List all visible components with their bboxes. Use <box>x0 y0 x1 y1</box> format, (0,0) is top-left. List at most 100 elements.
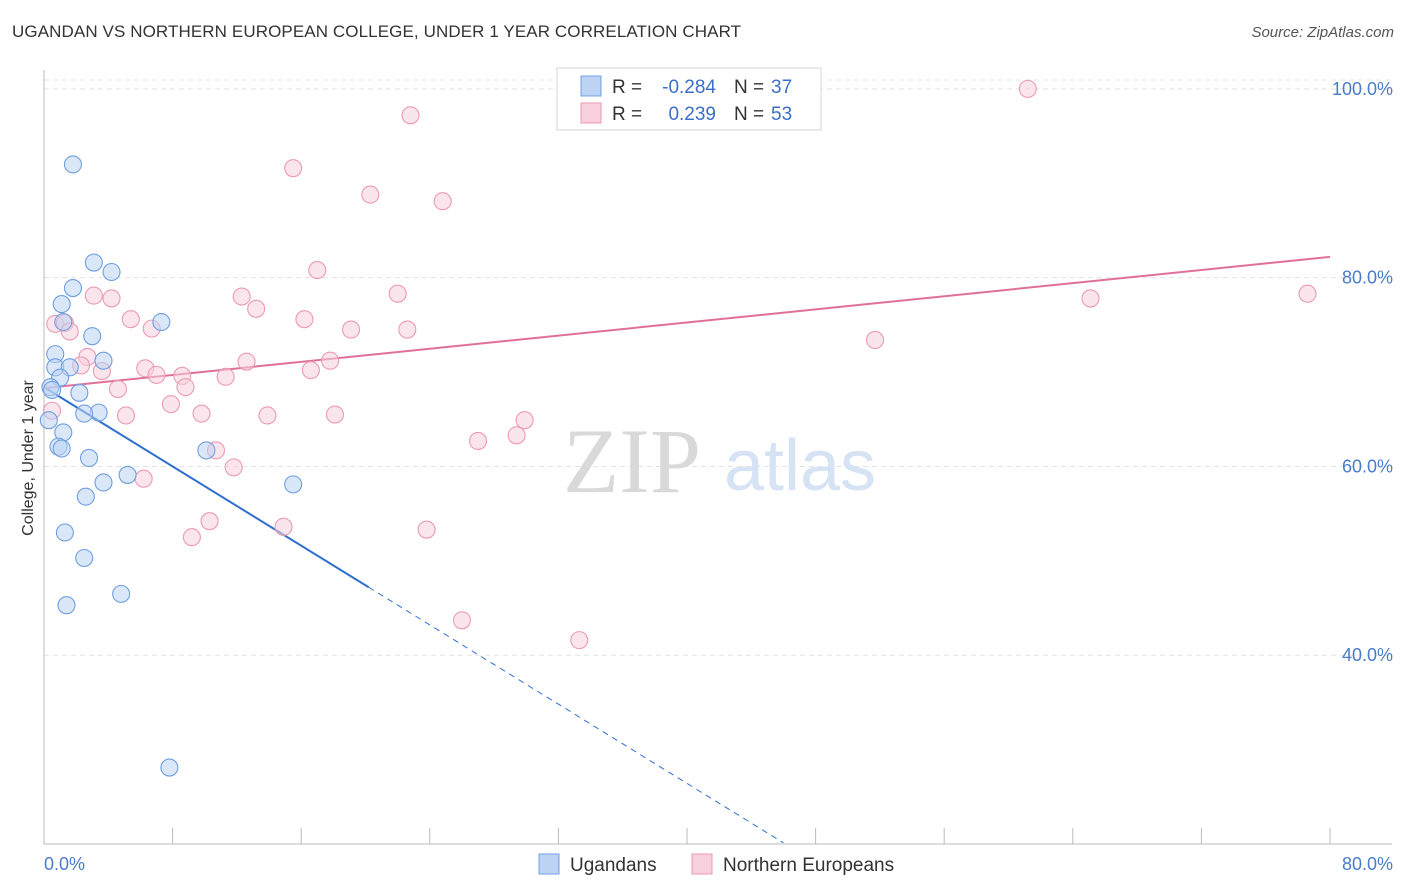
point-northern-europeans-40 <box>515 411 534 430</box>
point-northern-europeans-37 <box>116 406 136 425</box>
point-ugandans-22 <box>197 441 216 460</box>
point-northern-europeans-42 <box>468 431 488 451</box>
point-northern-europeans-45 <box>134 469 153 488</box>
point-northern-europeans-18 <box>341 320 361 339</box>
legend-n-label-1: N = <box>734 77 764 98</box>
point-northern-europeans-5 <box>308 261 327 280</box>
point-northern-europeans-12 <box>1298 284 1317 303</box>
point-northern-europeans-33 <box>108 379 127 399</box>
series-legend-swatch-ugandans <box>538 853 560 875</box>
point-ugandans-31 <box>57 596 76 615</box>
point-northern-europeans-10 <box>247 299 266 318</box>
legend-n-value-1: 37 <box>771 77 792 98</box>
point-ugandans-21 <box>52 439 71 458</box>
stats-legend: R = -0.284 N = 37 R = 0.239 N = 53 <box>556 67 822 131</box>
point-ugandans-23 <box>79 448 99 467</box>
point-ugandans-2 <box>102 262 121 282</box>
series-legend-label-ugandans: Ugandans <box>570 855 657 876</box>
series-legend: Ugandans Northern Europeans <box>538 853 894 876</box>
point-northern-europeans-2 <box>284 159 303 178</box>
point-northern-europeans-4 <box>433 192 452 211</box>
point-northern-europeans-29 <box>147 365 166 384</box>
point-northern-europeans-47 <box>274 517 293 536</box>
legend-r-value-1: -0.284 <box>662 77 716 98</box>
x-tick-label-left: 0.0% <box>44 854 85 874</box>
point-ugandans-15 <box>70 383 89 402</box>
point-ugandans-6 <box>54 312 73 332</box>
point-northern-europeans-23 <box>321 351 340 370</box>
series-legend-label-northern-europeans: Northern Europeans <box>723 855 894 876</box>
point-northern-europeans-32 <box>176 378 195 397</box>
watermark-atlas: atlas <box>724 426 876 506</box>
point-ugandans-30 <box>112 584 131 603</box>
point-ugandans-7 <box>83 327 102 346</box>
point-ugandans-27 <box>76 487 95 506</box>
legend-r-label-2: R = <box>612 104 642 125</box>
point-ugandans-32 <box>160 758 179 777</box>
point-ugandans-29 <box>75 548 94 568</box>
y-tick-label-1: 60.0% <box>1342 456 1393 476</box>
point-northern-europeans-50 <box>452 611 472 630</box>
point-northern-europeans-49 <box>182 528 201 547</box>
point-northern-europeans-8 <box>232 287 251 306</box>
axes <box>43 70 1392 845</box>
point-northern-europeans-9 <box>102 289 121 308</box>
chart-title: UGANDAN VS NORTHERN EUROPEAN COLLEGE, UN… <box>12 22 742 41</box>
point-ugandans-24 <box>118 465 137 484</box>
x-tick-labels: 0.0% 80.0% <box>44 854 1393 874</box>
point-northern-europeans-19 <box>398 320 417 339</box>
legend-n-value-2: 53 <box>771 104 792 125</box>
point-northern-europeans-34 <box>161 395 181 414</box>
y-tick-label-3: 100.0% <box>1332 79 1393 99</box>
point-ugandans-9 <box>94 351 113 370</box>
watermark-zip: ZIP <box>563 410 701 512</box>
point-northern-europeans-13 <box>121 310 140 329</box>
legend-r-value-2: 0.239 <box>668 104 716 125</box>
trend-line-northern-europeans <box>43 255 1331 390</box>
point-northern-europeans-21 <box>866 330 885 350</box>
series-legend-swatch-northern-europeans <box>691 853 713 875</box>
data-points <box>39 79 1317 777</box>
trend-lines <box>43 255 1331 844</box>
legend-r-label-1: R = <box>612 77 642 98</box>
point-northern-europeans-27 <box>301 361 320 380</box>
point-northern-europeans-11 <box>1081 289 1100 308</box>
point-ugandans-28 <box>55 523 74 542</box>
point-ugandans-17 <box>75 404 94 423</box>
point-ugandans-26 <box>284 475 303 494</box>
legend-swatch-northern-europeans <box>580 102 602 124</box>
chart-source: Source: ZipAtlas.com <box>1251 24 1394 41</box>
watermark: ZIP atlas <box>563 410 876 512</box>
point-northern-europeans-48 <box>417 520 436 539</box>
y-tick-labels: 40.0% 60.0% 80.0% 100.0% <box>1332 79 1393 665</box>
point-northern-europeans-38 <box>258 406 277 425</box>
legend-n-label-2: N = <box>734 104 764 125</box>
point-northern-europeans-41 <box>507 426 526 445</box>
trend-line-ugandans-extension <box>368 586 784 844</box>
y-tick-label-2: 80.0% <box>1342 268 1393 288</box>
y-tick-label-0: 40.0% <box>1342 645 1393 665</box>
point-ugandans-0 <box>63 155 82 174</box>
point-northern-europeans-3 <box>361 185 380 204</box>
point-northern-europeans-0 <box>1018 79 1037 98</box>
point-ugandans-18 <box>39 411 58 430</box>
point-northern-europeans-6 <box>388 284 407 303</box>
point-ugandans-14 <box>42 380 62 400</box>
point-northern-europeans-51 <box>570 631 589 650</box>
point-ugandans-1 <box>84 253 103 272</box>
point-ugandans-3 <box>63 278 82 298</box>
point-northern-europeans-31 <box>216 367 235 386</box>
legend-swatch-ugandans <box>580 75 602 97</box>
point-northern-europeans-24 <box>237 352 256 371</box>
y-axis-label: College, Under 1 year <box>20 380 37 536</box>
point-northern-europeans-1 <box>401 106 420 125</box>
point-northern-europeans-7 <box>84 286 103 305</box>
point-northern-europeans-44 <box>224 458 243 477</box>
point-northern-europeans-36 <box>192 404 211 423</box>
point-ugandans-4 <box>52 295 71 314</box>
point-northern-europeans-14 <box>295 310 314 329</box>
x-tick-label-right: 80.0% <box>1342 854 1393 874</box>
point-northern-europeans-46 <box>200 512 219 531</box>
point-ugandans-5 <box>152 312 171 332</box>
